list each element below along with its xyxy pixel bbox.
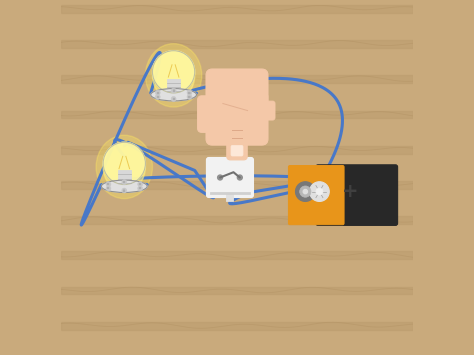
Circle shape	[187, 94, 192, 99]
Circle shape	[106, 186, 111, 191]
FancyBboxPatch shape	[61, 5, 413, 13]
Circle shape	[171, 97, 176, 102]
FancyBboxPatch shape	[61, 40, 413, 48]
FancyBboxPatch shape	[245, 87, 259, 113]
Circle shape	[122, 188, 127, 193]
FancyBboxPatch shape	[231, 146, 243, 156]
Circle shape	[300, 186, 311, 197]
Circle shape	[187, 90, 192, 95]
Ellipse shape	[96, 135, 153, 199]
FancyBboxPatch shape	[207, 158, 253, 197]
Bar	[118, 170, 131, 185]
Circle shape	[303, 190, 308, 194]
FancyBboxPatch shape	[227, 193, 234, 201]
FancyBboxPatch shape	[61, 110, 413, 118]
FancyBboxPatch shape	[61, 322, 413, 330]
Circle shape	[122, 180, 127, 185]
FancyBboxPatch shape	[61, 75, 413, 83]
Ellipse shape	[146, 44, 202, 107]
FancyBboxPatch shape	[61, 146, 413, 154]
Bar	[167, 79, 180, 93]
Circle shape	[137, 182, 143, 187]
Circle shape	[153, 51, 195, 93]
Circle shape	[155, 94, 160, 99]
Circle shape	[310, 182, 329, 201]
Circle shape	[103, 142, 146, 185]
Circle shape	[218, 175, 223, 180]
FancyBboxPatch shape	[253, 94, 268, 116]
Ellipse shape	[101, 180, 147, 192]
Ellipse shape	[153, 51, 195, 100]
Circle shape	[316, 188, 323, 195]
FancyBboxPatch shape	[61, 181, 413, 189]
FancyBboxPatch shape	[61, 251, 413, 259]
Text: +: +	[341, 182, 358, 201]
FancyBboxPatch shape	[206, 69, 268, 145]
FancyBboxPatch shape	[198, 96, 225, 132]
Ellipse shape	[231, 144, 243, 158]
FancyBboxPatch shape	[227, 110, 247, 160]
FancyBboxPatch shape	[316, 165, 398, 225]
Circle shape	[171, 88, 176, 93]
Circle shape	[295, 182, 315, 201]
FancyBboxPatch shape	[288, 165, 344, 225]
Circle shape	[237, 175, 242, 180]
Ellipse shape	[103, 142, 146, 192]
Ellipse shape	[151, 88, 197, 101]
Circle shape	[137, 186, 143, 191]
Circle shape	[155, 90, 160, 95]
FancyBboxPatch shape	[260, 101, 275, 120]
Circle shape	[106, 182, 111, 187]
FancyBboxPatch shape	[61, 216, 413, 224]
FancyBboxPatch shape	[61, 287, 413, 294]
